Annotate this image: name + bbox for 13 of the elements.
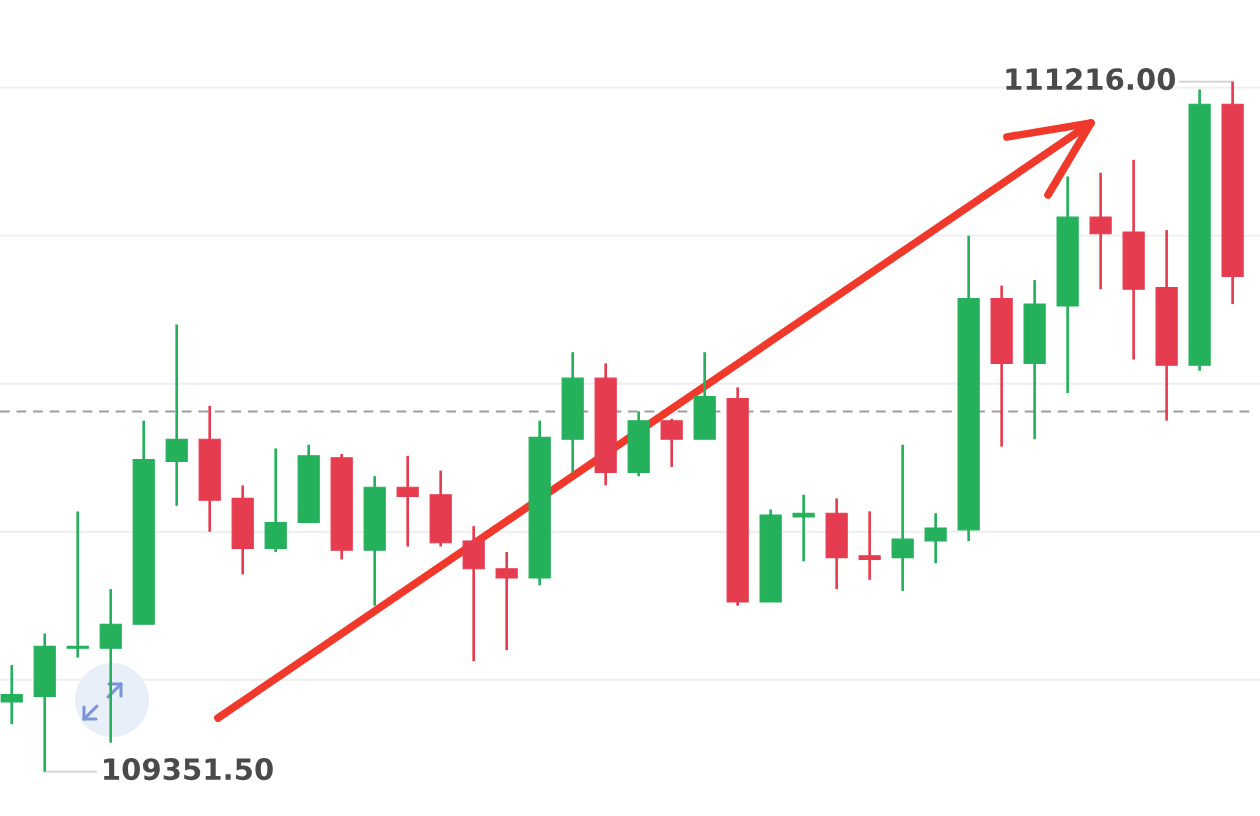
candlestick [924,511,947,565]
candlestick [1089,171,1112,291]
candlestick [66,510,89,659]
candlestick [891,443,914,593]
annotation: 109351.50 [104,758,273,781]
candlestick [660,417,683,469]
candlestick [792,493,815,563]
annotation: 111216.00 [1006,68,1176,91]
candlestick [165,323,188,508]
candlestick [396,454,419,548]
candlestick [858,510,881,582]
candlestick [495,550,518,652]
candlestick [0,663,23,726]
